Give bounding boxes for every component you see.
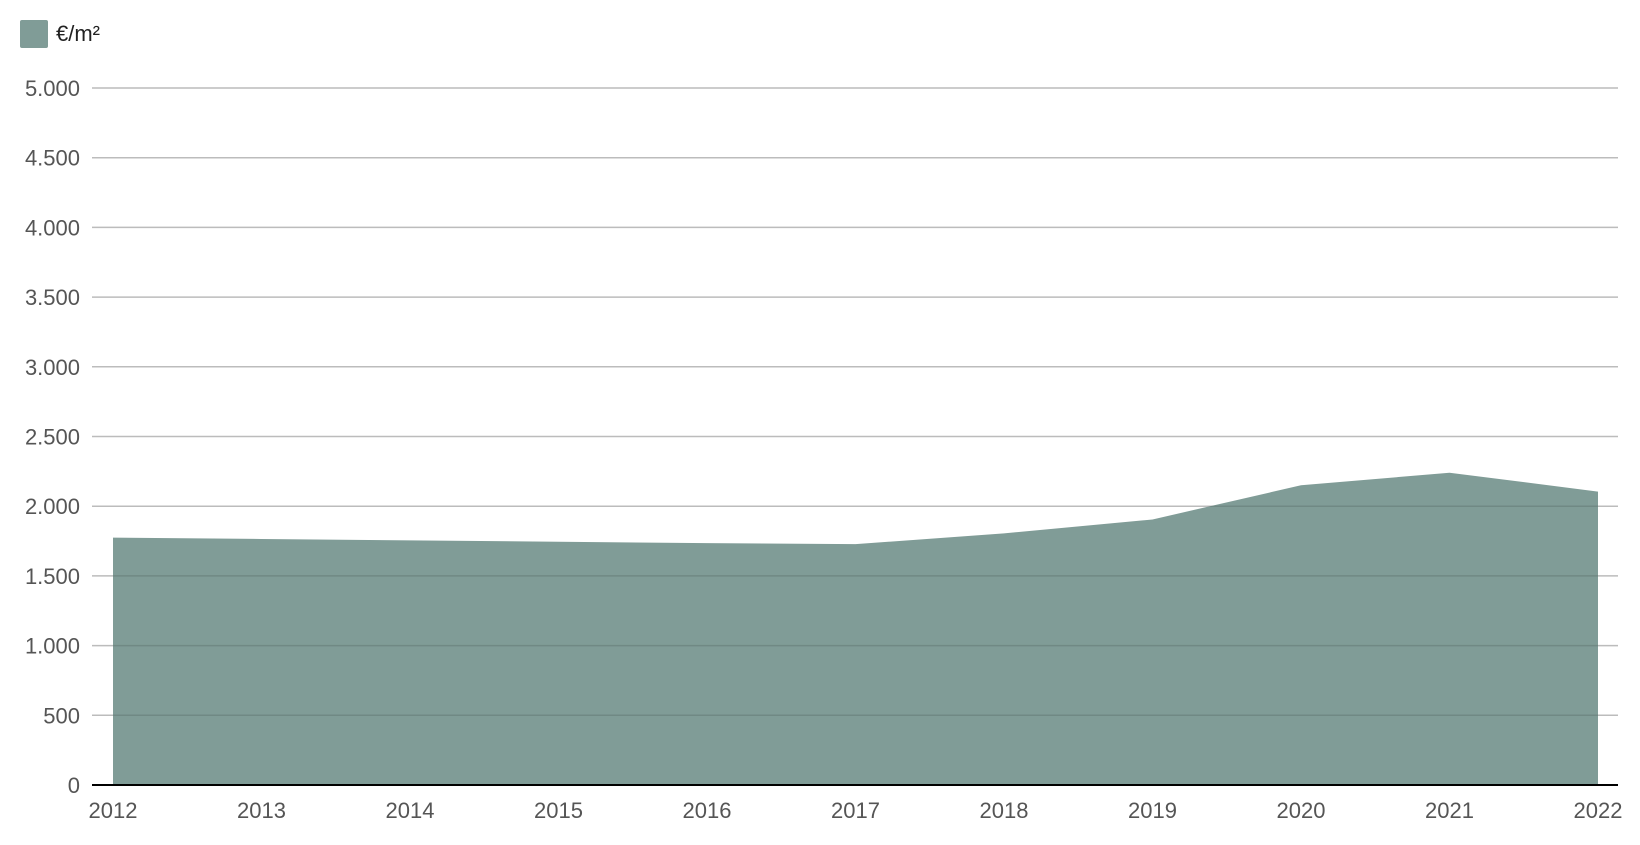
x-tick-label: 2018 — [980, 798, 1029, 823]
x-tick-label: 2021 — [1425, 798, 1474, 823]
y-tick-label: 3.000 — [25, 355, 80, 380]
y-tick-label: 2.500 — [25, 425, 80, 450]
legend-swatch — [20, 20, 48, 48]
x-tick-label: 2017 — [831, 798, 880, 823]
x-tick-labels: 2012 2013 2014 2015 2016 2017 2018 2019 2020 2021… — [89, 798, 1623, 823]
x-tick-label: 2012 — [89, 798, 138, 823]
y-tick-label: 4.000 — [25, 215, 80, 240]
y-tick-label: 2.000 — [25, 494, 80, 519]
y-tick-label: 500 — [43, 703, 80, 728]
y-tick-label: 1.500 — [25, 564, 80, 589]
y-tick-label: 5.000 — [25, 76, 80, 101]
area-series — [92, 87, 1618, 785]
x-tick-label: 2020 — [1277, 798, 1326, 823]
y-tick-labels: 0 500 1.000 1.500 2.000 2.500 3.000 3.500 4.000 4… — [25, 76, 80, 798]
legend: €/m² — [20, 20, 100, 48]
x-tick-label: 2016 — [683, 798, 732, 823]
y-tick-label: 1.000 — [25, 634, 80, 659]
y-tick-label: 0 — [68, 773, 80, 798]
x-tick-label: 2022 — [1574, 798, 1623, 823]
legend-label: €/m² — [56, 21, 100, 46]
y-tick-label: 3.500 — [25, 285, 80, 310]
x-tick-label: 2015 — [534, 798, 583, 823]
x-tick-label: 2019 — [1128, 798, 1177, 823]
y-tick-label: 4.500 — [25, 146, 80, 171]
x-tick-label: 2013 — [237, 798, 286, 823]
x-tick-label: 2014 — [386, 798, 435, 823]
area-series-fill — [113, 472, 1598, 785]
